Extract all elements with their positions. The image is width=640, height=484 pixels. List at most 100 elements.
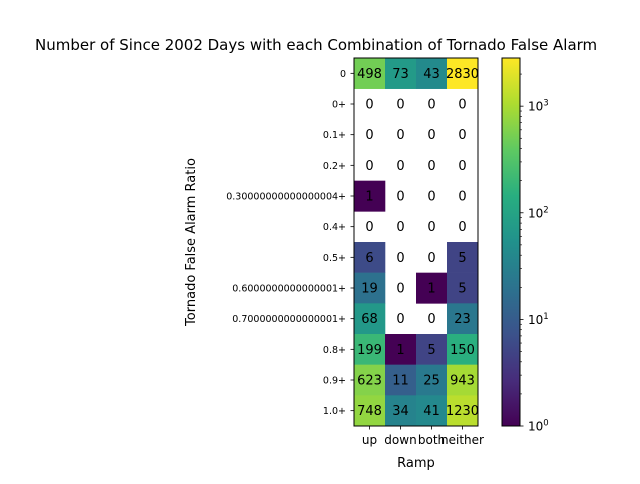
cell-value-label: 1230 <box>446 404 479 419</box>
heatmap-cell <box>354 334 386 365</box>
cell-value-label: 0 <box>365 128 373 143</box>
heatmap-cell <box>447 364 479 396</box>
y-axis-label: Tornado False Alarm Ratio <box>184 158 199 327</box>
heatmap-cell <box>354 180 386 212</box>
axes-frame <box>353 57 479 427</box>
heatmap-cell <box>354 303 386 335</box>
heatmap-cell <box>416 58 448 89</box>
heatmap-cell <box>447 58 479 89</box>
heatmap-cell <box>447 395 479 427</box>
y-tick-label: 0 <box>340 69 346 80</box>
cell-value-label: 623 <box>357 374 382 389</box>
cell-value-label: 199 <box>357 343 382 358</box>
cell-value-label: 0 <box>458 98 466 113</box>
cell-value-label: 0 <box>396 98 404 113</box>
cell-value-label: 0 <box>458 159 466 174</box>
heatmap-cell <box>354 58 386 89</box>
heatmap-cell <box>447 303 479 335</box>
x-axis-label: Ramp <box>397 456 435 471</box>
cell-value-label: 5 <box>458 282 466 297</box>
cell-value-label: 0 <box>396 220 404 235</box>
heatmap-cell <box>385 364 417 396</box>
y-tick-label: 0.2+ <box>323 161 346 172</box>
y-tick-label: 0.4+ <box>323 222 346 233</box>
cell-value-label: 1 <box>427 282 435 297</box>
y-axis: 0 0+ 0.1+ 0.2+ 0.30000000000000004+ 0.4+ 0.5+ 0… <box>226 69 354 417</box>
cell-value-label: 0 <box>427 251 435 266</box>
cell-value-label: 5 <box>427 343 435 358</box>
cell-value-label: 0 <box>427 128 435 143</box>
heatmap-cell <box>385 395 417 427</box>
cell-value-label: 43 <box>423 67 440 82</box>
x-tick-label: up <box>362 433 377 447</box>
cell-value-label: 0 <box>396 282 404 297</box>
heatmap-cell <box>416 334 448 365</box>
cell-value-label: 0 <box>427 220 435 235</box>
cell-value-label: 11 <box>392 374 409 389</box>
cell-value-label: 150 <box>450 343 475 358</box>
cell-value-label: 0 <box>396 251 404 266</box>
x-tick-label: neither <box>441 433 484 447</box>
cell-value-label: 23 <box>454 312 471 327</box>
y-tick-label: 0.5+ <box>323 253 346 264</box>
cell-value-label: 0 <box>427 98 435 113</box>
colorbar-ticks: 100 101 102 103 <box>520 73 549 434</box>
colorbar-tick-label: 101 <box>528 312 549 327</box>
cell-value-label: 1 <box>396 343 404 358</box>
heatmap-cell <box>354 242 386 273</box>
cell-value-label: 34 <box>392 404 409 419</box>
chart-title: Number of Since 2002 Days with each Comb… <box>35 36 597 54</box>
heatmap-cell <box>416 395 448 427</box>
cell-value-label: 0 <box>427 312 435 327</box>
cell-value-label: 19 <box>361 282 378 297</box>
colorbar-tick-label: 103 <box>528 99 549 114</box>
x-tick-label: down <box>384 433 416 447</box>
cell-value-label: 0 <box>396 190 404 205</box>
cell-value-label: 0 <box>396 312 404 327</box>
cell-value-label: 6 <box>365 251 373 266</box>
cell-value-label: 0 <box>458 128 466 143</box>
cell-value-label: 0 <box>365 220 373 235</box>
cell-value-label: 0 <box>365 159 373 174</box>
colorbar-gradient <box>501 57 521 427</box>
heatmap-cell <box>416 272 448 304</box>
colorbar-tick-label: 100 <box>528 419 549 434</box>
y-tick-label: 0.6000000000000001+ <box>232 284 346 295</box>
heatmap-cell <box>354 395 386 427</box>
colorbar: 100 101 102 103 <box>501 57 549 434</box>
cell-value-label: 498 <box>357 67 382 82</box>
y-tick-label: 0.1+ <box>323 130 346 141</box>
heatmap-cell <box>354 364 386 396</box>
y-tick-label: 0.30000000000000004+ <box>226 192 346 203</box>
y-tick-label: 0.9+ <box>323 376 346 387</box>
y-tick-label: 0.7000000000000001+ <box>232 314 346 325</box>
heatmap-cell <box>354 272 386 304</box>
heatmap-cell <box>447 242 479 273</box>
heatmap-cell <box>385 58 417 89</box>
y-tick-label: 1.0+ <box>323 406 346 417</box>
colorbar-tick-label: 102 <box>528 205 549 220</box>
heatmap-cell <box>416 364 448 396</box>
cell-value-label: 1 <box>365 190 373 205</box>
cell-value-label: 2830 <box>446 67 479 82</box>
cell-value-label: 748 <box>357 404 382 419</box>
cell-value-label: 0 <box>365 98 373 113</box>
heatmap-cell <box>385 334 417 365</box>
cell-value-label: 41 <box>423 404 440 419</box>
cell-value-label: 943 <box>450 374 475 389</box>
heatmap-cell <box>447 272 479 304</box>
y-tick-label: 0.8+ <box>323 345 346 356</box>
x-tick-label: both <box>418 433 445 447</box>
cell-value-label: 0 <box>427 159 435 174</box>
y-tick-label: 0+ <box>332 100 346 111</box>
cell-value-label: 0 <box>458 190 466 205</box>
cell-value-label: 5 <box>458 251 466 266</box>
cell-value-label: 0 <box>396 128 404 143</box>
cell-value-label: 68 <box>361 312 378 327</box>
cell-value-label: 0 <box>396 159 404 174</box>
heatmap-cell <box>447 334 479 365</box>
